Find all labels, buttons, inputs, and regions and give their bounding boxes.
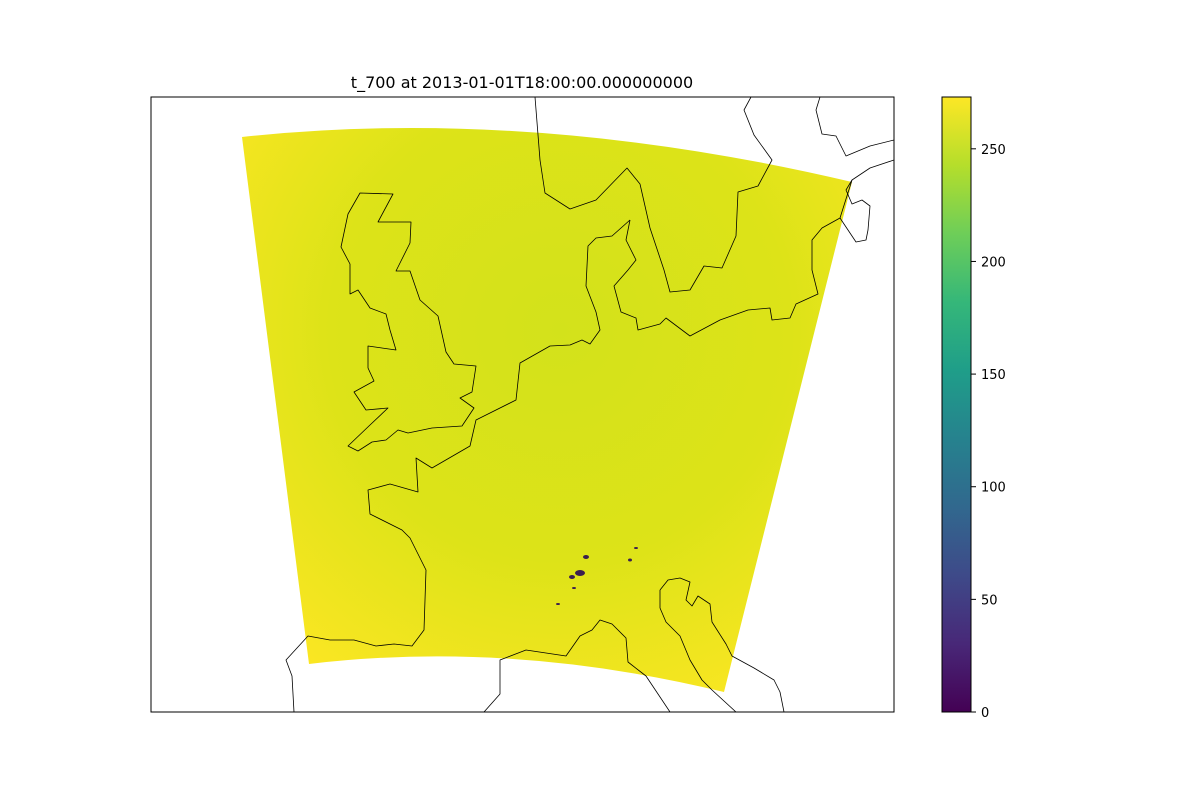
alps-low-value-specks bbox=[556, 547, 638, 605]
colorbar-gradient bbox=[942, 97, 971, 712]
colorbar-ticks: 0 50 100 150 200 250 bbox=[971, 143, 1006, 721]
coastline-med-france bbox=[483, 619, 671, 712]
figure-title: t_700 at 2013-01-01T18:00:00.000000000 bbox=[351, 73, 693, 93]
map-frame bbox=[150, 96, 895, 713]
coastlines bbox=[285, 97, 894, 712]
coastline-italy bbox=[659, 577, 785, 712]
coastline-italy-west bbox=[659, 590, 737, 712]
coastline-great-britain bbox=[340, 192, 477, 452]
colorbar-tick-label: 0 bbox=[981, 706, 989, 721]
colorbar-frame bbox=[941, 96, 972, 713]
colorbar-tick-label: 150 bbox=[981, 368, 1006, 383]
coastline-scandinavia bbox=[815, 97, 894, 157]
coastline-europe-mainland bbox=[534, 97, 773, 293]
colorbar: 0 50 100 150 200 250 bbox=[941, 96, 1006, 721]
colorbar-tick-label: 250 bbox=[981, 143, 1006, 158]
map-axes bbox=[242, 97, 894, 712]
coastline-sweden-south bbox=[839, 179, 871, 243]
colorbar-tick-label: 50 bbox=[981, 593, 998, 608]
coastline-jutland-inner bbox=[285, 219, 631, 712]
temperature-field bbox=[242, 128, 852, 693]
colorbar-tick-label: 100 bbox=[981, 481, 1006, 496]
coastline-jutland-baltic bbox=[613, 159, 894, 337]
colorbar-tick-label: 200 bbox=[981, 255, 1006, 270]
